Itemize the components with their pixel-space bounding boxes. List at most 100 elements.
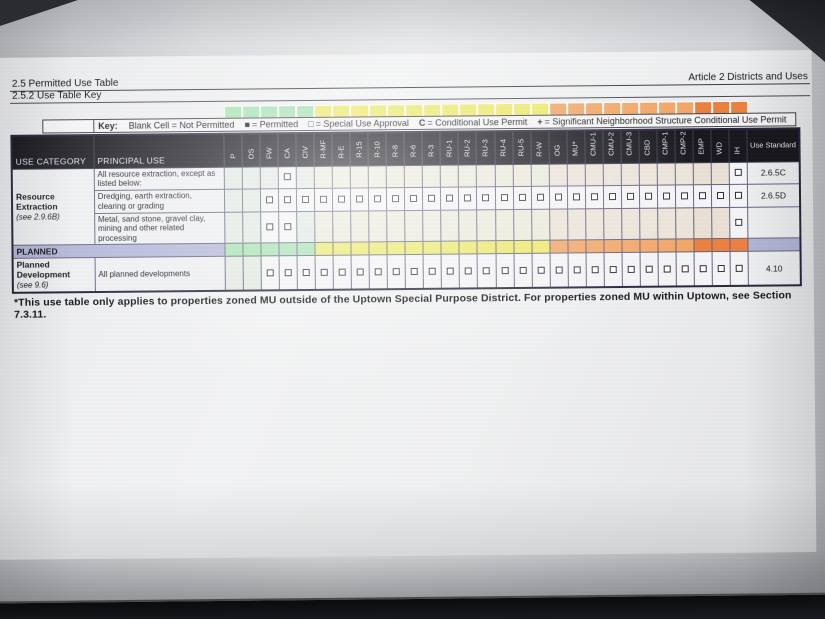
district-cell-EMP: [693, 207, 712, 239]
section-band-cell-R-8: [387, 241, 406, 255]
district-cell-CMP-1: [657, 184, 676, 208]
special-use-approval-mark: [608, 192, 616, 200]
special-use-approval-mark: [500, 193, 508, 201]
district-header-RU-1: RU-1: [440, 131, 459, 165]
district-cell-CMP-2: [675, 251, 695, 287]
district-cell-R-MF: [314, 165, 333, 188]
special-use-approval-mark: [266, 269, 274, 277]
district-header-FW: FW: [259, 133, 279, 167]
district-header-CMU-1: CMU-1: [584, 130, 603, 164]
key-item-text-2: = Special Use Approval: [315, 117, 409, 129]
group-color-swatch-CMU-3: [621, 101, 640, 114]
district-header-label: RU-1: [444, 139, 454, 158]
district-cell-CIV: [296, 187, 315, 212]
district-cell-R-MF: [315, 255, 334, 290]
section-band-cell-R-10: [369, 241, 388, 255]
district-cell-R-W: [531, 253, 550, 288]
district-cell-R-15: [350, 165, 369, 188]
use-category-header: USE CATEGORY: [11, 135, 94, 169]
district-cell-CMU-3: [621, 252, 641, 287]
group-color-swatch-CA: [278, 105, 297, 118]
district-header-label: RU-4: [498, 139, 508, 157]
special-use-approval-mark: [573, 266, 581, 274]
district-header-label: R-W: [534, 141, 544, 157]
district-cell-CIV: [296, 165, 315, 189]
district-cell-RU-3: [476, 164, 495, 187]
section-band-cell-P: [224, 243, 244, 257]
district-cell-RU-5: [512, 163, 531, 187]
group-color-swatch-RU-5: [513, 102, 532, 116]
key-label: Key:: [98, 120, 118, 131]
special-use-approval-mark: [735, 218, 743, 226]
key-item-text-1: = Permitted: [251, 118, 299, 130]
section-band-cell-R-W: [531, 240, 550, 254]
district-header-OG: OG: [548, 130, 567, 164]
special-use-approval-mark: [483, 267, 491, 275]
district-cell-CMU-1: [585, 208, 604, 240]
special-use-approval-mark: [609, 265, 617, 273]
section-title: 2.5 Permitted Use Table: [11, 77, 119, 90]
special-use-approval-mark: [283, 173, 291, 181]
document-content: 2.5 Permitted Use Table Article 2 Distri…: [9, 71, 812, 321]
special-use-approval-mark: [555, 266, 563, 274]
district-header-label: CMP-1: [660, 131, 670, 156]
special-use-approval-mark: [735, 264, 743, 272]
section-subtitle: 2.5.2 Use Table Key: [11, 89, 102, 102]
special-use-approval-mark: [356, 268, 365, 276]
district-cell-R-W: [530, 163, 549, 186]
key-item-text-4: = Significant Neighborhood Structure Con…: [544, 113, 787, 127]
district-cell-OG: [549, 252, 569, 288]
special-use-approval-mark: [302, 195, 310, 203]
district-cell-RU-5: [512, 185, 532, 210]
district-cell-RU-2: [459, 253, 478, 289]
section-band-cell-IH: [729, 238, 748, 252]
district-header-label: IH: [732, 146, 743, 155]
special-use-approval-mark: [699, 264, 707, 272]
district-cell-CMP-1: [657, 207, 676, 240]
section-band-cell-CIV: [297, 242, 316, 256]
district-header-label: R-E: [336, 145, 346, 159]
section-band-cell-FW: [261, 242, 280, 256]
use-standard-header: Use Standard: [746, 128, 800, 162]
special-use-approval-mark: [338, 268, 346, 276]
district-cell-OG: [548, 163, 568, 186]
special-use-approval-mark: [447, 267, 455, 275]
district-cell-OS: [242, 188, 261, 212]
district-header-CMP-1: CMP-1: [656, 129, 675, 163]
monitor-bezel-bottom: [0, 592, 825, 619]
section-band-cell-OS: [243, 242, 262, 257]
district-cell-R-10: [368, 187, 387, 211]
district-cell-CMU-2: [602, 162, 622, 186]
district-cell-R-E: [333, 255, 352, 290]
group-color-swatch-OG: [549, 102, 568, 115]
use-standard-cell: 2.6.5D: [747, 183, 801, 207]
district-header-P: P: [223, 133, 243, 167]
use-table: USE CATEGORY PRINCIPAL USE P OS FW CA CIV R-MF R…: [10, 127, 811, 294]
district-cell-CMU-1: [585, 252, 605, 288]
district-cell-WD: [711, 206, 730, 239]
district-cell-OS: [243, 255, 262, 291]
district-header-label: EMP: [696, 138, 706, 155]
district-header-label: R-MF: [318, 139, 328, 159]
district-header-label: R-10: [372, 141, 382, 158]
special-use-approval-mark: [681, 265, 689, 273]
special-use-approval-mark: [266, 223, 274, 231]
special-use-approval-mark: [284, 223, 292, 231]
district-cell-OS: [242, 211, 262, 244]
district-header-RU-3: RU-3: [476, 131, 495, 165]
district-header-label: CIV: [300, 145, 310, 159]
special-use-approval-mark: [590, 192, 598, 201]
group-color-swatch-P: [224, 105, 243, 118]
section-band-cell-RU-5: [513, 240, 532, 254]
district-cell-R-E: [332, 187, 351, 211]
key-item-text-0: Blank Cell = Not Permitted: [128, 119, 235, 131]
district-cell-OG: [549, 208, 568, 241]
use-standard-cell: [747, 206, 801, 239]
district-cell-RU-2: [459, 209, 478, 242]
district-cell-RU-1: [440, 164, 459, 187]
use-category-cell: Planned Development (see 9.6): [12, 257, 96, 293]
district-cell-RU-4: [494, 164, 513, 187]
district-header-label: WD: [714, 141, 725, 155]
district-cell-CMP-1: [657, 251, 677, 287]
key-legend-stub-cell: [43, 120, 95, 133]
